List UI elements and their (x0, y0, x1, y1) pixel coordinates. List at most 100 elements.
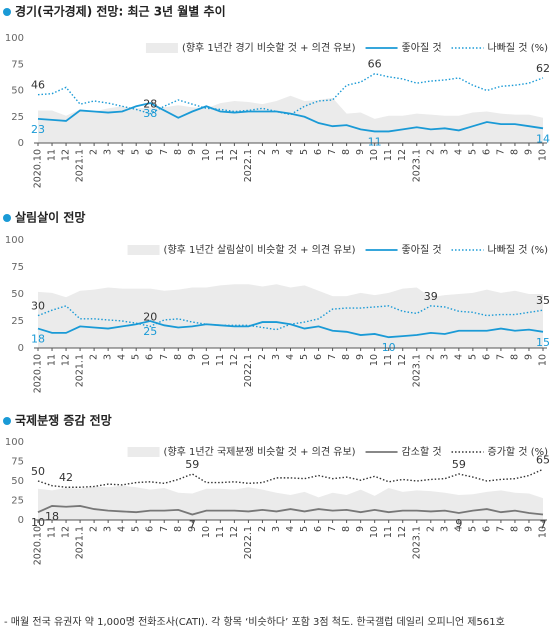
x-tick-label: 3 (103, 526, 114, 532)
x-tick-label: 8 (173, 149, 184, 155)
x-tick-label: 6 (481, 526, 492, 532)
x-tick-label: 10 (201, 149, 212, 161)
area (38, 485, 543, 520)
x-tick-label: 4 (285, 354, 296, 360)
x-tick-label: 3 (439, 354, 450, 360)
legend-label: 좋아질 것 (402, 244, 442, 256)
x-tick-label: 11 (215, 526, 226, 538)
x-tick-label: 2 (89, 354, 100, 360)
x-tick-label: 9 (187, 526, 198, 532)
x-tick-label: 6 (313, 526, 324, 532)
x-tick-label: 2021.1 (75, 149, 86, 182)
x-tick-label: 2020.10 (33, 354, 44, 393)
x-tick-label: 2 (425, 526, 436, 532)
y-tick-label: 25 (11, 496, 24, 507)
area (38, 95, 543, 143)
x-tick-label: 7 (495, 149, 506, 155)
bullet (3, 214, 11, 222)
x-tick-label: 12 (229, 354, 240, 366)
line (37, 305, 544, 331)
x-tick-label: 5 (467, 354, 478, 360)
x-tick-label: 11 (383, 526, 394, 538)
data-label: 9 (455, 517, 462, 530)
x-tick-label: 8 (509, 526, 520, 532)
x-tick-label: 6 (313, 149, 324, 155)
data-label: 50 (31, 465, 45, 478)
x-tick-label: 2 (425, 354, 436, 360)
x-tick-label: 10 (369, 526, 380, 538)
x-tick-label: 6 (145, 354, 156, 360)
x-tick-label: 3 (271, 526, 282, 532)
x-tick-label: 6 (313, 354, 324, 360)
x-tick-label: 11 (47, 354, 58, 366)
data-label: 62 (536, 62, 550, 75)
y-tick-label: 75 (11, 262, 24, 273)
data-label: 11 (368, 135, 382, 148)
legend-label: 좋아질 것 (402, 42, 442, 54)
x-tick-label: 10 (201, 526, 212, 538)
x-tick-label: 11 (383, 149, 394, 161)
x-tick-label: 9 (523, 149, 534, 155)
y-tick-label: 100 (5, 437, 24, 448)
y-tick-label: 0 (18, 343, 24, 354)
y-tick-label: 100 (5, 235, 24, 246)
x-tick-label: 7 (159, 526, 170, 532)
x-tick-label: 10 (538, 526, 549, 538)
data-label: 7 (540, 519, 547, 532)
x-tick-label: 3 (439, 526, 450, 532)
data-label: 28 (143, 98, 157, 111)
data-label: 59 (185, 458, 199, 471)
x-tick-label: 12 (229, 526, 240, 538)
x-tick-label: 2022.1 (243, 526, 254, 559)
x-tick-label: 9 (355, 526, 366, 532)
x-tick-label: 12 (61, 354, 72, 366)
data-label: 35 (536, 294, 550, 307)
x-tick-label: 5 (131, 149, 142, 155)
x-tick-label: 2 (89, 149, 100, 155)
x-tick-label: 8 (341, 149, 352, 155)
x-tick-label: 6 (145, 149, 156, 155)
x-tick-label: 7 (159, 354, 170, 360)
x-tick-label: 5 (467, 149, 478, 155)
line (37, 468, 544, 488)
x-tick-label: 12 (61, 149, 72, 161)
y-tick-label: 50 (11, 476, 24, 487)
x-tick-label: 11 (383, 354, 394, 366)
x-tick-label: 8 (173, 354, 184, 360)
x-tick-label: 4 (285, 149, 296, 155)
x-tick-label: 2021.1 (75, 526, 86, 559)
x-tick-label: 9 (355, 149, 366, 155)
data-label: 66 (368, 58, 382, 71)
bullet (3, 8, 11, 16)
y-tick-label: 50 (11, 289, 24, 300)
x-tick-label: 2023.1 (411, 149, 422, 182)
x-tick-label: 11 (215, 354, 226, 366)
x-tick-label: 2020.10 (33, 526, 44, 565)
x-tick-label: 6 (481, 354, 492, 360)
y-tick-label: 100 (5, 33, 24, 44)
legend-label: 증가할 것 (%) (488, 446, 549, 458)
x-tick-label: 4 (453, 149, 464, 155)
data-label: 7 (189, 519, 196, 532)
chart-title: 국제분쟁 증감 전망 (15, 413, 112, 428)
x-tick-label: 9 (355, 354, 366, 360)
y-tick-label: 75 (11, 59, 24, 70)
x-tick-label: 10 (538, 149, 549, 161)
x-tick-label: 2022.1 (243, 354, 254, 387)
x-tick-label: 2 (257, 354, 268, 360)
legend-label: 나빠질 것 (%) (488, 42, 549, 54)
data-label: 15 (536, 336, 550, 349)
x-tick-label: 12 (397, 354, 408, 366)
legend-swatch (127, 447, 160, 457)
x-tick-label: 2022.1 (243, 149, 254, 182)
legend-swatch (145, 43, 178, 53)
x-tick-label: 9 (523, 354, 534, 360)
x-tick-label: 5 (299, 354, 310, 360)
chart-title: 살림살이 전망 (15, 210, 85, 225)
x-tick-label: 8 (509, 354, 520, 360)
x-tick-label: 9 (187, 149, 198, 155)
x-tick-label: 12 (61, 526, 72, 538)
x-tick-label: 4 (453, 526, 464, 532)
data-label: 25 (143, 325, 157, 338)
